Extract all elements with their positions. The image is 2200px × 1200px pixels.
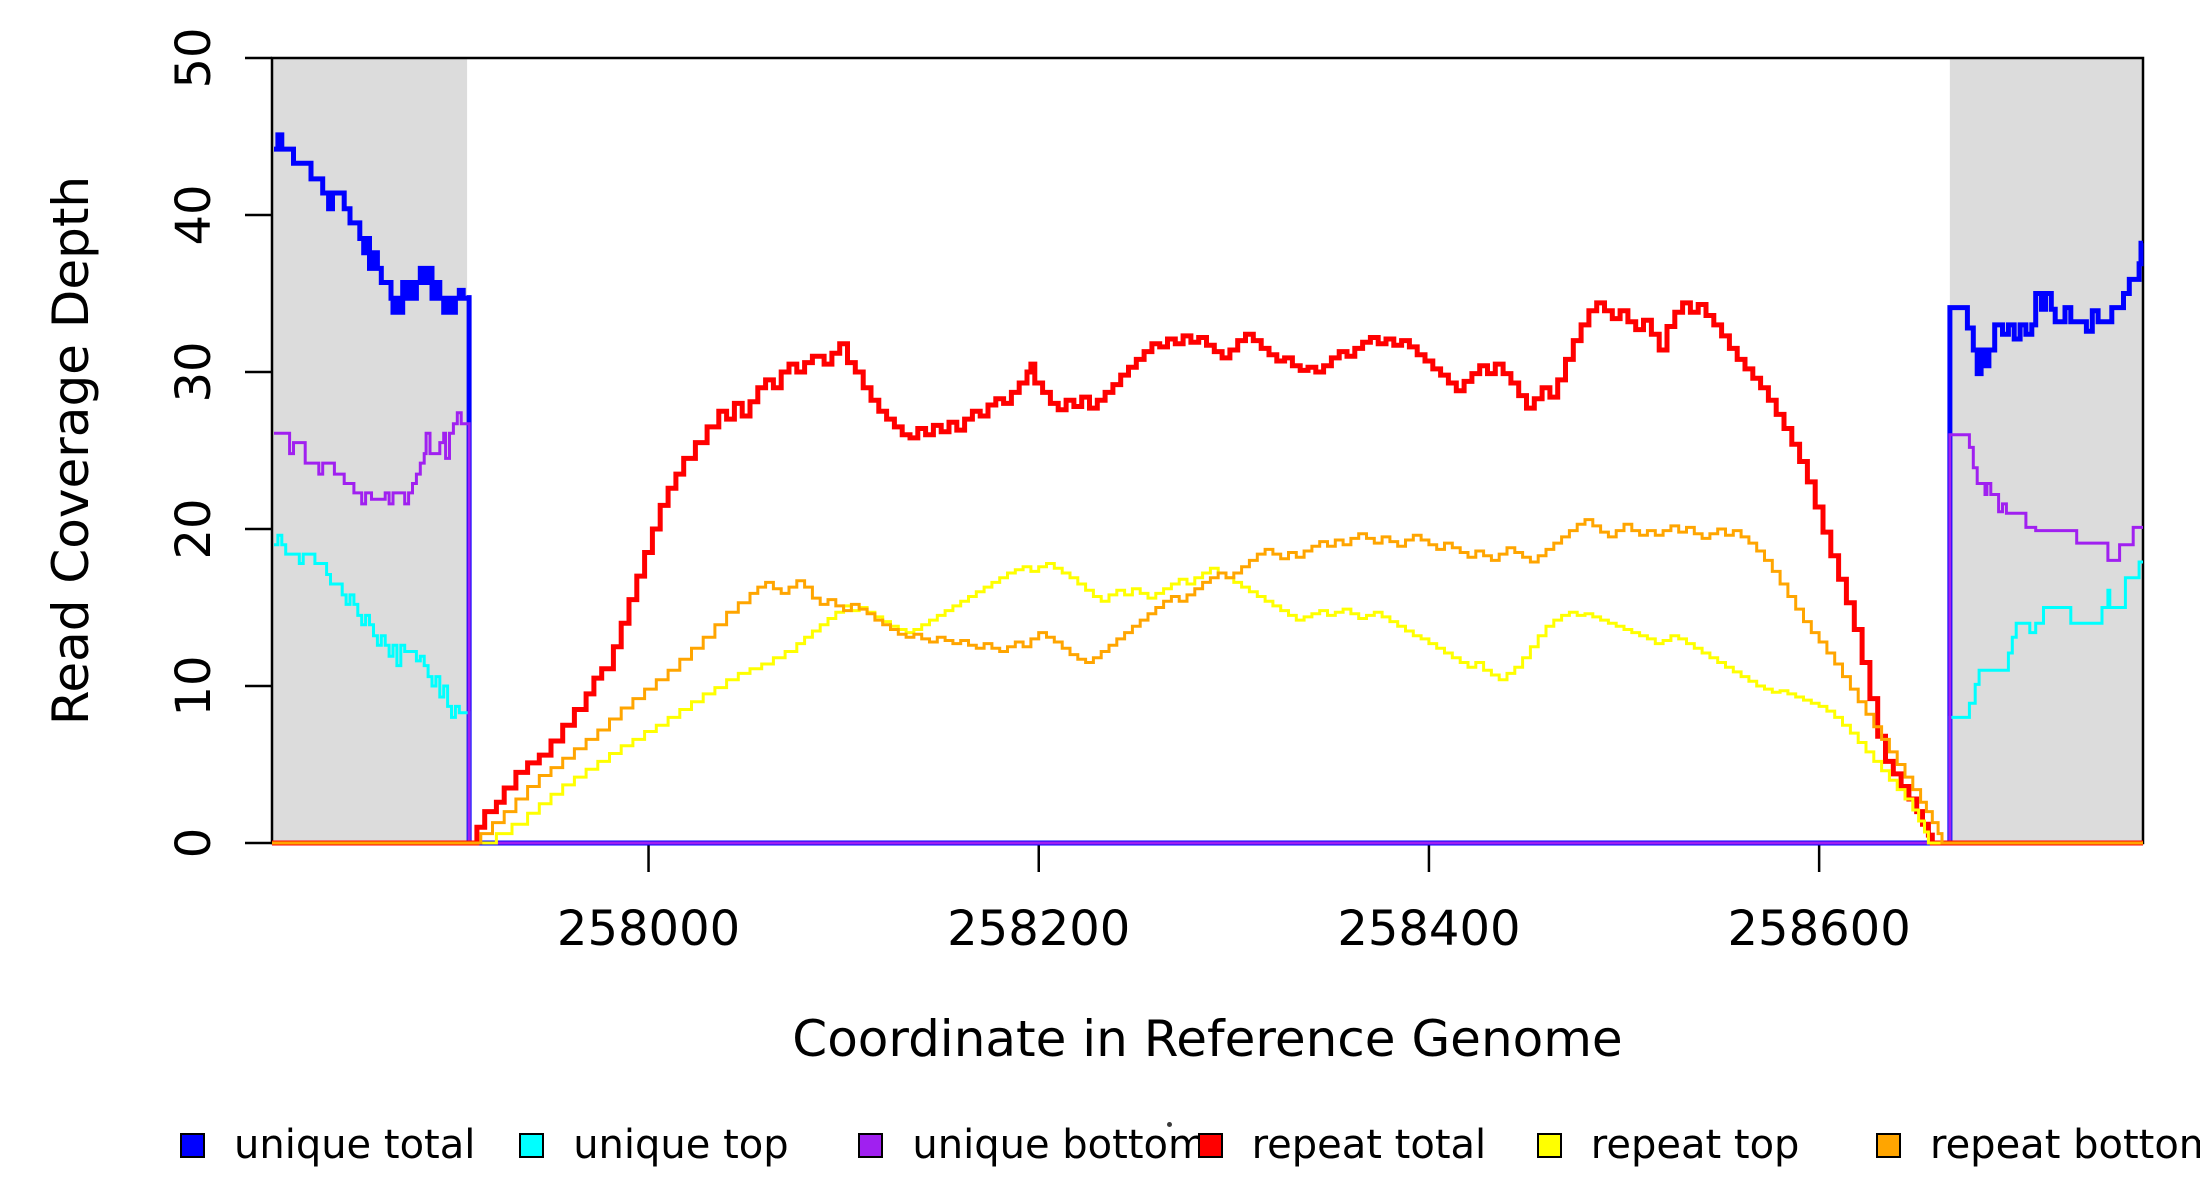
legend-swatch-icon bbox=[180, 1132, 205, 1158]
series-unique-total bbox=[274, 132, 2144, 846]
series-repeat-top bbox=[272, 562, 2143, 845]
legend-swatch-icon bbox=[1876, 1132, 1901, 1158]
legend-label: repeat bottom bbox=[1930, 1122, 2200, 1168]
legend-item-unique-bottom: unique bottom bbox=[858, 1122, 1207, 1168]
legend-label: repeat top bbox=[1590, 1122, 1800, 1168]
y-tick-label: 10 bbox=[166, 655, 222, 716]
legend-swatch-icon bbox=[858, 1132, 884, 1158]
x-tick-label: 258400 bbox=[1337, 901, 1520, 957]
series-unique-bottom bbox=[274, 411, 2143, 845]
y-tick-label: 30 bbox=[166, 341, 222, 402]
legend-swatch-icon bbox=[519, 1132, 545, 1158]
y-tick-label: 20 bbox=[166, 498, 222, 559]
x-tick-label: 258000 bbox=[557, 901, 740, 957]
y-tick-label: 40 bbox=[166, 184, 222, 245]
legend-item-unique-total: unique total bbox=[180, 1122, 475, 1168]
legend-item-repeat-top: repeat top bbox=[1536, 1122, 1799, 1168]
legend-item-repeat-total: repeat total bbox=[1197, 1122, 1486, 1168]
axes: 0 10 20 30 40 50 258000 258200 258400 258600 bbox=[166, 27, 1911, 957]
y-axis-title: Read Coverage Depth bbox=[42, 176, 100, 725]
stray-dot-artifact bbox=[1167, 1122, 1172, 1127]
x-tick-label: 258600 bbox=[1728, 901, 1911, 957]
legend-label: unique bottom bbox=[912, 1122, 1207, 1168]
y-tick-label: 50 bbox=[166, 27, 222, 88]
x-axis-title: Coordinate in Reference Genome bbox=[792, 1010, 1622, 1068]
legend-swatch-icon bbox=[1197, 1132, 1223, 1158]
legend-label: unique top bbox=[573, 1122, 789, 1168]
legend-label: unique total bbox=[234, 1122, 476, 1168]
legend: unique total unique top unique bottom repea… bbox=[0, 1118, 2200, 1188]
shaded-region-0 bbox=[272, 58, 468, 843]
legend-swatch-icon bbox=[1536, 1132, 1562, 1158]
series-repeat-bottom bbox=[272, 518, 2143, 845]
legend-item-repeat-bottom: repeat bottom bbox=[1876, 1122, 2200, 1168]
y-tick-label: 0 bbox=[166, 828, 222, 859]
series-unique-top bbox=[274, 533, 2143, 845]
plot-border bbox=[270, 56, 2145, 845]
x-tick-label: 258200 bbox=[947, 901, 1130, 957]
legend-item-unique-top: unique top bbox=[519, 1122, 789, 1168]
series-repeat-total bbox=[272, 300, 2143, 846]
legend-label: repeat total bbox=[1251, 1122, 1487, 1168]
shaded-region-1 bbox=[1949, 58, 2143, 843]
